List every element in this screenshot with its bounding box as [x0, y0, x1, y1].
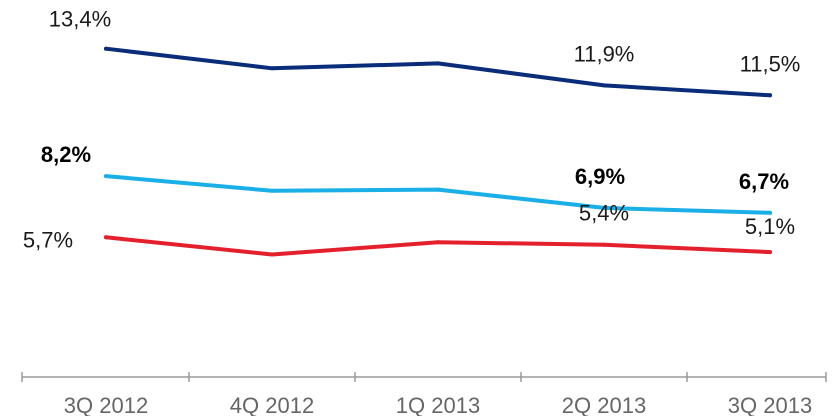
series-3-point	[270, 252, 274, 257]
series-1-point	[270, 66, 274, 71]
data-label: 8,2%	[41, 142, 91, 167]
data-label: 5,4%	[579, 201, 629, 226]
data-label: 11,9%	[574, 41, 635, 66]
series-3-point	[768, 250, 772, 255]
x-axis-ticks: 3Q 2012 4Q 2012 1Q 2013 2Q 2013 3Q 2013	[21, 372, 827, 416]
series-2-point	[768, 210, 772, 215]
series-1-point	[602, 83, 606, 88]
x-tick-label: 2Q 2013	[562, 393, 646, 416]
series-1-point	[436, 61, 440, 66]
series-2-point	[602, 205, 606, 210]
data-label: 6,9%	[575, 164, 625, 189]
x-tick-label: 4Q 2012	[230, 393, 314, 416]
series-2-point	[270, 188, 274, 193]
series-1-point	[768, 93, 772, 98]
data-label: 5,1%	[745, 214, 795, 239]
series-lines	[104, 46, 772, 257]
series-3-point	[602, 242, 606, 247]
series-line-3	[104, 235, 772, 257]
data-label: 11,5%	[740, 51, 801, 76]
data-label: 5,7%	[23, 227, 73, 252]
data-label: 13,4%	[49, 7, 111, 32]
series-line-2	[104, 174, 772, 215]
series-3-point	[104, 235, 108, 240]
series-2-point	[436, 187, 440, 192]
series-line-1	[104, 46, 772, 98]
x-tick-label: 3Q 2012	[64, 393, 148, 416]
series-1-point	[104, 46, 108, 51]
data-label: 6,7%	[739, 169, 789, 194]
series-3-point	[436, 240, 440, 245]
series-2-point	[104, 174, 108, 179]
data-labels: 13,4% 11,9% 11,5% 8,2% 6,9% 6,7% 5,7% 5,4% 5,1%	[23, 7, 800, 253]
x-tick-label: 3Q 2013	[728, 393, 812, 416]
x-tick-label: 1Q 2013	[396, 393, 480, 416]
